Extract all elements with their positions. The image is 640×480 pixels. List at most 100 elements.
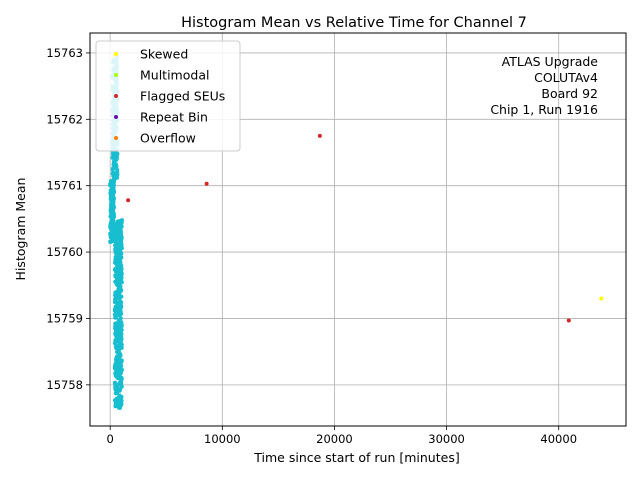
data-point: [118, 229, 123, 234]
data-point: [113, 290, 118, 295]
y-tick-label: 15758: [46, 378, 83, 392]
data-point: [111, 154, 116, 159]
data-point: [118, 360, 123, 365]
data-point: [566, 318, 571, 323]
legend-label: Flagged SEUs: [140, 89, 225, 104]
x-tick-label: 30000: [428, 432, 465, 446]
data-point: [117, 256, 122, 261]
data-point: [117, 388, 122, 393]
data-point: [113, 250, 118, 255]
data-point: [115, 385, 120, 390]
legend-marker: [114, 73, 118, 77]
annotation-line-4: Chip 1, Run 1916: [490, 102, 598, 117]
data-point: [113, 273, 118, 278]
data-point: [113, 332, 118, 337]
legend-marker: [114, 136, 118, 140]
chart-title: Histogram Mean vs Relative Time for Chan…: [181, 15, 527, 31]
data-point: [114, 154, 119, 159]
plot-frame: [89, 32, 627, 427]
data-point: [112, 313, 117, 318]
data-point: [119, 304, 124, 309]
data-point: [118, 405, 123, 410]
data-point: [113, 391, 118, 396]
legend-label: Overflow: [140, 131, 196, 146]
x-tick-label: 10000: [204, 432, 241, 446]
annotation-line-3: Board 92: [541, 86, 598, 101]
data-point: [115, 368, 120, 373]
data-point: [110, 212, 115, 217]
data-point: [115, 241, 120, 246]
data-point: [119, 276, 124, 281]
data-point: [112, 161, 117, 166]
y-tick-label: 15759: [46, 311, 83, 325]
gridlines: [90, 33, 626, 426]
data-point: [117, 323, 122, 328]
data-point: [109, 195, 114, 200]
x-axis-label: Time since start of run [minutes]: [253, 450, 459, 465]
data-point: [114, 321, 119, 326]
annotation: ATLAS Upgrade COLUTAv4 Board 92 Chip 1, …: [490, 54, 598, 117]
data-point: [110, 191, 115, 196]
data-point: [111, 166, 116, 171]
data-point: [117, 373, 122, 378]
data-point: [119, 239, 124, 244]
y-tick-label: 15760: [46, 245, 83, 259]
data-point: [113, 365, 118, 370]
data-point: [119, 271, 124, 276]
data-point: [114, 254, 119, 259]
data-point: [114, 282, 119, 287]
data-point: [114, 224, 119, 229]
x-tick-label: 0: [107, 432, 114, 446]
legend-marker: [114, 115, 118, 119]
data-point: [113, 260, 118, 265]
data-point: [113, 157, 118, 162]
legend-label: Skewed: [140, 47, 188, 62]
data-point: [110, 183, 115, 188]
data-point: [118, 233, 123, 238]
data-point: [204, 181, 209, 186]
x-tick-label: 40000: [540, 432, 577, 446]
data-point: [117, 220, 122, 225]
data-point: [119, 224, 124, 229]
data-point: [113, 230, 118, 235]
data-point: [119, 401, 124, 406]
data-point: [114, 328, 119, 333]
data-point: [119, 263, 124, 268]
annotation-line-2: COLUTAv4: [534, 70, 598, 85]
data-point: [111, 172, 116, 177]
legend: Skewed Multimodal Flagged SEUs Repeat Bin Ov…: [95, 40, 241, 152]
data-point: [115, 334, 120, 339]
legend-marker: [114, 52, 118, 56]
data-point: [115, 266, 120, 271]
data-point: [116, 346, 121, 351]
data-point: [117, 246, 122, 251]
data-point: [114, 270, 119, 275]
data-point: [118, 353, 123, 358]
legend-marker: [114, 94, 118, 98]
data-point: [113, 297, 118, 302]
data-point: [116, 260, 121, 265]
data-point: [114, 403, 119, 408]
data-point: [112, 380, 117, 385]
y-tick-label: 15763: [46, 46, 83, 60]
axis-ticks: 0 10000 20000 30000 40000 15758 15759 15760 1576…: [46, 46, 577, 446]
data-point: [113, 325, 118, 330]
legend-box: [95, 40, 241, 152]
data-point: [118, 341, 123, 346]
data-point: [116, 287, 121, 292]
x-tick-label: 20000: [316, 432, 353, 446]
legend-label: Multimodal: [140, 68, 209, 83]
data-point: [111, 205, 116, 210]
data-point: [119, 294, 124, 299]
y-axis-label: Histogram Mean: [13, 178, 28, 281]
data-point: [114, 356, 119, 361]
data-point: [118, 381, 123, 386]
data-point: [599, 296, 604, 301]
data-point: [114, 338, 119, 343]
data-point: [114, 398, 119, 403]
data-point: [126, 198, 131, 203]
data-point: [119, 384, 124, 389]
y-tick-label: 15762: [46, 112, 83, 126]
data-point: [117, 291, 122, 296]
